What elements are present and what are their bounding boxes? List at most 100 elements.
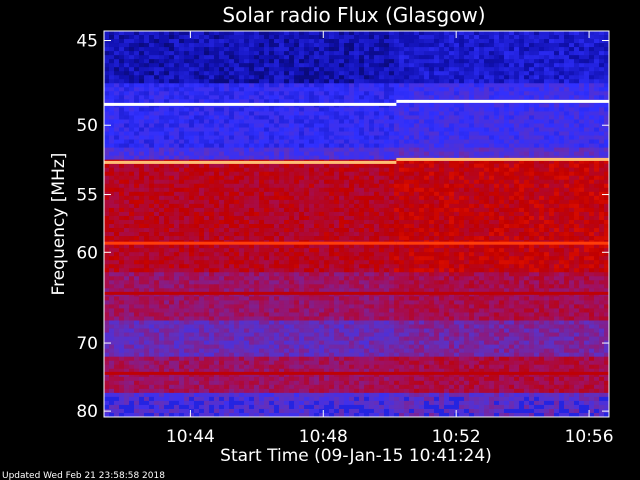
heatmap-cell: [594, 171, 600, 177]
heatmap-cell: [484, 59, 490, 64]
heatmap-cell: [224, 143, 230, 148]
heatmap-cell: [349, 215, 355, 221]
heatmap-cell: [459, 31, 465, 36]
heatmap-cell: [289, 163, 295, 169]
heatmap-cell: [254, 203, 260, 209]
heatmap-cell: [439, 127, 445, 132]
heatmap-cell: [409, 224, 415, 229]
heatmap-cell: [374, 115, 380, 120]
heatmap-cell: [234, 111, 240, 116]
heatmap-cell: [249, 183, 255, 189]
heatmap-cell: [399, 195, 405, 201]
heatmap-cell: [189, 111, 195, 116]
heatmap-cell: [604, 127, 610, 132]
heatmap-cell: [134, 95, 140, 100]
heatmap-cell: [514, 183, 520, 189]
heatmap-cell: [349, 111, 355, 116]
heatmap-cell: [449, 35, 455, 40]
heatmap-cell: [534, 119, 540, 124]
heatmap-cell: [174, 87, 180, 92]
heatmap-cell: [199, 127, 205, 132]
heatmap-cell: [514, 171, 520, 177]
heatmap-cell: [574, 199, 580, 205]
heatmap-cell: [234, 195, 240, 201]
heatmap-cell: [539, 159, 545, 165]
heatmap-cell: [314, 35, 320, 40]
heatmap-cell: [569, 175, 575, 181]
heatmap-cell: [159, 163, 165, 169]
heatmap-cell: [164, 175, 170, 181]
heatmap-cell: [264, 35, 270, 40]
heatmap-cell: [319, 211, 325, 217]
heatmap-cell: [179, 99, 185, 104]
heatmap-cell: [564, 215, 570, 221]
heatmap-cell: [429, 159, 435, 165]
heatmap-cell: [509, 211, 515, 217]
heatmap-cell: [169, 63, 175, 68]
heatmap-cell: [509, 163, 515, 169]
heatmap-cell: [574, 183, 580, 189]
heatmap-cell: [434, 59, 440, 64]
heatmap-cell: [364, 215, 370, 221]
heatmap-cell: [449, 75, 455, 80]
heatmap-cell: [514, 143, 520, 148]
heatmap-cell: [329, 135, 335, 140]
heatmap-cell: [239, 43, 245, 48]
heatmap-cell: [239, 195, 245, 201]
heatmap-cell: [269, 107, 275, 112]
heatmap-cell: [344, 99, 350, 104]
heatmap-cell: [504, 31, 510, 36]
heatmap-cell: [314, 71, 320, 76]
heatmap-cell: [444, 167, 450, 173]
heatmap-cell: [434, 199, 440, 205]
heatmap-cell: [214, 63, 220, 68]
heatmap-cell: [604, 151, 610, 157]
heatmap-cell: [484, 219, 490, 225]
heatmap-cell: [114, 224, 120, 229]
heatmap-cell: [214, 179, 220, 185]
heatmap-cell: [559, 139, 565, 144]
heatmap-cell: [394, 179, 400, 185]
heatmap-cell: [464, 59, 470, 64]
heatmap-cell: [269, 123, 275, 128]
heatmap-cell: [534, 91, 540, 96]
heatmap-cell: [104, 63, 110, 68]
heatmap-cell: [284, 91, 290, 96]
heatmap-cell: [384, 191, 390, 197]
heatmap-cell: [584, 67, 590, 72]
heatmap-cell: [134, 199, 140, 205]
heatmap-cell: [139, 171, 145, 177]
heatmap-cell: [334, 163, 340, 169]
heatmap-cell: [454, 159, 460, 165]
heatmap-cell: [349, 131, 355, 136]
heatmap-cell: [544, 119, 550, 124]
heatmap-cell: [354, 79, 360, 84]
heatmap-cell: [119, 119, 125, 124]
heatmap-cell: [599, 79, 605, 84]
heatmap-cell: [269, 219, 275, 225]
heatmap-cell: [549, 91, 555, 96]
heatmap-cell: [539, 175, 545, 181]
heatmap-cell: [269, 111, 275, 116]
heatmap-cell: [209, 215, 215, 221]
heatmap-cell: [444, 215, 450, 221]
heatmap-cell: [414, 143, 420, 148]
heatmap-cell: [169, 171, 175, 177]
heatmap-cell: [474, 123, 480, 128]
heatmap-cell: [494, 175, 500, 181]
heatmap-cell: [379, 111, 385, 116]
heatmap-cell: [464, 75, 470, 80]
heatmap-cell: [504, 191, 510, 197]
heatmap-cell: [264, 111, 270, 116]
heatmap-cell: [134, 171, 140, 177]
heatmap-cell: [199, 167, 205, 173]
heatmap-cell: [594, 35, 600, 40]
heatmap-cell: [489, 183, 495, 189]
heatmap-cell: [259, 71, 265, 76]
heatmap-cell: [499, 31, 505, 36]
heatmap-cell: [529, 199, 535, 205]
heatmap-cell: [529, 35, 535, 40]
heatmap-cell: [229, 87, 235, 92]
heatmap-cell: [184, 195, 190, 201]
heatmap-cell: [364, 171, 370, 177]
